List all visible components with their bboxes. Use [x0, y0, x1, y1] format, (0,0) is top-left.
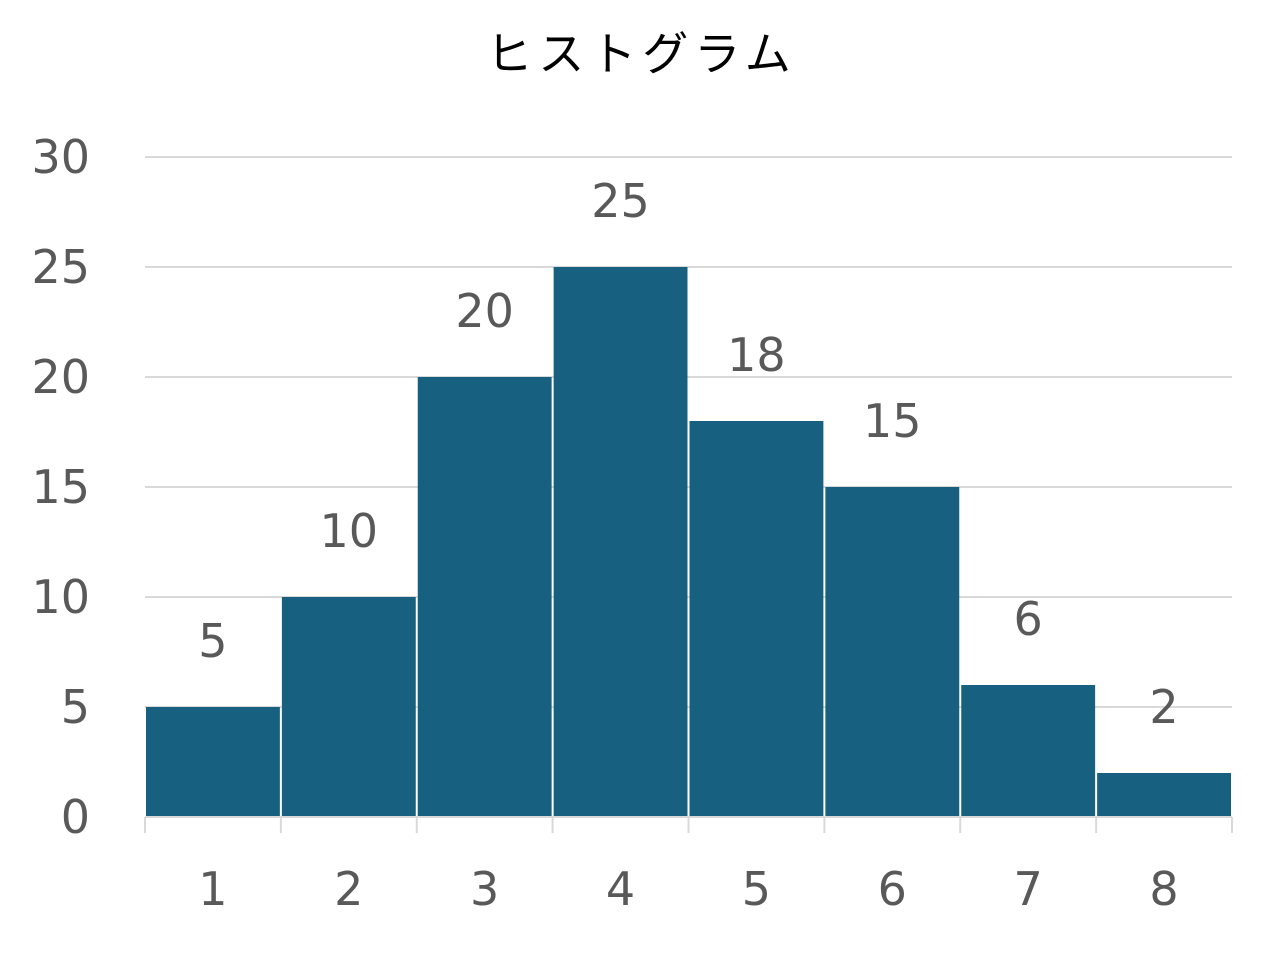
x-tick-label: 8 [1149, 862, 1178, 916]
y-tick-label: 25 [31, 240, 90, 294]
bar [553, 267, 688, 817]
bar [417, 377, 552, 817]
x-tick-label: 6 [878, 862, 907, 916]
y-tick-label: 20 [31, 350, 90, 404]
data-label: 20 [455, 284, 514, 338]
y-tick-label: 15 [31, 460, 90, 514]
bar [825, 487, 960, 817]
y-tick-label: 10 [31, 570, 90, 624]
y-tick-label: 30 [31, 130, 90, 184]
bar [689, 421, 824, 817]
data-label: 5 [198, 614, 227, 668]
bar [146, 707, 280, 817]
y-tick-label: 0 [61, 790, 90, 844]
data-label: 15 [863, 394, 922, 448]
data-label: 18 [727, 328, 786, 382]
x-tick-label: 4 [606, 862, 635, 916]
bar [961, 685, 1096, 817]
x-tick-label: 3 [470, 862, 499, 916]
chart-title: ヒストグラム [486, 27, 797, 81]
data-label: 2 [1149, 680, 1178, 734]
bar [1097, 773, 1231, 817]
data-label: 25 [591, 174, 650, 228]
x-tick-label: 2 [334, 862, 363, 916]
y-tick-label: 5 [61, 680, 90, 734]
x-tick-label: 5 [742, 862, 771, 916]
x-tick-label: 1 [198, 862, 227, 916]
data-label: 10 [320, 504, 379, 558]
x-tick-label: 7 [1014, 862, 1043, 916]
bar [281, 597, 416, 817]
data-label: 6 [1014, 592, 1043, 646]
